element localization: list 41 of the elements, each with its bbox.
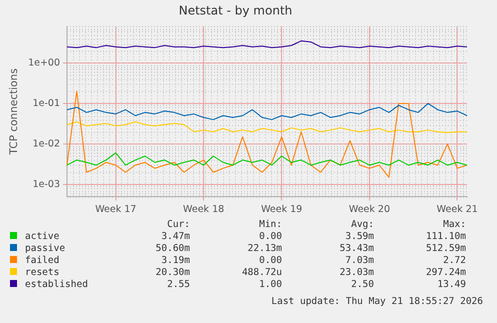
x-tick-label: Week 19	[261, 204, 302, 215]
text: Max:	[442, 218, 466, 230]
text: 2.50	[350, 278, 374, 290]
text: 3.59m	[344, 230, 374, 242]
text: 50.60m	[154, 242, 190, 254]
legend-label: active	[24, 230, 60, 242]
text: 111.10m	[424, 230, 466, 242]
legend-label: resets	[24, 266, 60, 278]
text: 3.19m	[160, 254, 190, 266]
text: 20.30m	[154, 266, 190, 278]
text: Cur:	[166, 218, 190, 230]
legend-label: failed	[24, 254, 60, 266]
text: 297.24m	[424, 266, 466, 278]
text: 3.47m	[160, 230, 190, 242]
text: 1.00	[258, 278, 282, 290]
y-tick-label: 1e-02	[32, 138, 60, 150]
text: 2.72	[442, 254, 466, 266]
text: Min:	[258, 218, 282, 230]
y-tick-label: 1e-01	[32, 98, 60, 109]
chart-title: Netstat - by month	[178, 3, 292, 18]
text: 512.59m	[424, 242, 466, 254]
text: Last update: Thu May 21 18:55:27 2026	[271, 296, 483, 307]
y-tick-label: 1e-03	[32, 178, 60, 190]
text: 0.00	[258, 254, 282, 266]
x-tick-label: Week 17	[95, 204, 136, 215]
x-tick-label: Week 18	[183, 204, 224, 215]
text: 7.03m	[344, 254, 374, 266]
text: 53.43m	[338, 242, 374, 254]
x-tick-label: Week 21	[436, 204, 478, 215]
text: 488.72u	[240, 266, 282, 278]
text: 2.55	[166, 278, 190, 290]
legend-label: established	[24, 278, 89, 290]
text: 22.13m	[246, 242, 282, 254]
text: 23.03m	[338, 266, 374, 278]
text: Avg:	[350, 218, 374, 230]
legend-label: passive	[24, 242, 66, 254]
y-tick-label: 1e+00	[28, 57, 60, 68]
text: 13.49	[436, 278, 466, 290]
y-axis-title: TCP connections	[8, 68, 20, 156]
x-tick-label: Week 20	[348, 204, 390, 215]
text: 0.00	[258, 230, 282, 242]
